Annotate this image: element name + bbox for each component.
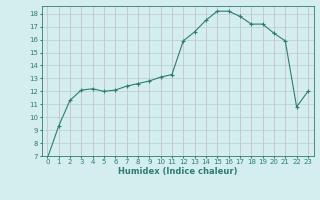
X-axis label: Humidex (Indice chaleur): Humidex (Indice chaleur)	[118, 167, 237, 176]
